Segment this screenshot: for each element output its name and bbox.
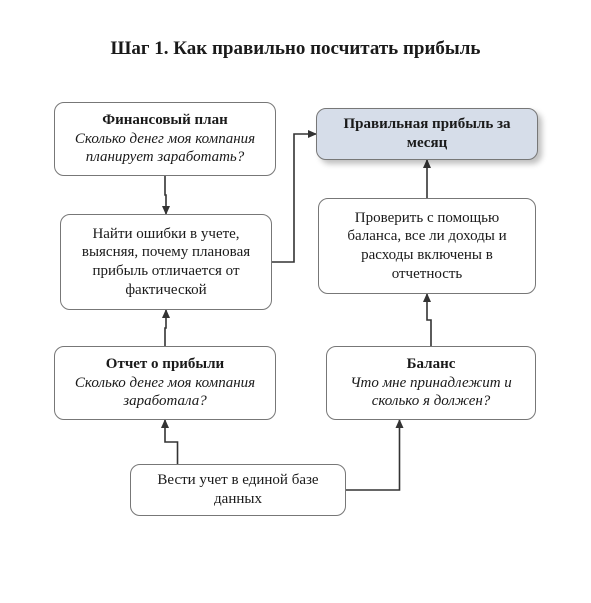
node-single_db-body: Вести учет в единой базе данных: [141, 471, 335, 509]
page-title-wrap: Шаг 1. Как правильно посчитать прибыль: [0, 38, 591, 60]
node-check_balance: Проверить с помощью баланса, все ли дохо…: [318, 198, 536, 294]
node-find_errors-body: Найти ошибки в учете, выясняя, почему пл…: [71, 225, 261, 300]
node-profit_report-subtitle: Сколько денег моя компания заработала?: [65, 374, 265, 412]
edge-single_db-to-profit_report: [165, 420, 178, 464]
node-correct_profit: Правильная прибыль за месяц: [316, 108, 538, 160]
page-title: Шаг 1. Как правильно посчитать прибыль: [111, 38, 481, 59]
node-find_errors: Найти ошибки в учете, выясняя, почему пл…: [60, 214, 272, 310]
node-fin_plan-subtitle: Сколько денег моя компания планирует зар…: [65, 130, 265, 168]
node-fin_plan-title: Финансовый план: [65, 111, 265, 130]
node-check_balance-body: Проверить с помощью баланса, все ли дохо…: [329, 209, 525, 284]
node-single_db: Вести учет в единой базе данных: [130, 464, 346, 516]
edge-fin_plan-to-find_errors: [165, 176, 166, 214]
node-balance-title: Баланс: [337, 355, 525, 374]
edge-balance-to-check_balance: [427, 294, 431, 346]
edge-profit_report-to-find_errors: [165, 310, 166, 346]
edge-find_errors-to-correct_profit: [272, 134, 316, 262]
node-balance-subtitle: Что мне принадлежит и сколько я должен?: [337, 374, 525, 412]
node-correct_profit-title: Правильная прибыль за месяц: [327, 115, 527, 153]
node-profit_report: Отчет о прибылиСколько денег моя компани…: [54, 346, 276, 420]
edge-single_db-to-balance: [346, 420, 400, 490]
node-fin_plan: Финансовый планСколько денег моя компани…: [54, 102, 276, 176]
node-balance: БалансЧто мне принадлежит и сколько я до…: [326, 346, 536, 420]
node-profit_report-title: Отчет о прибыли: [65, 355, 265, 374]
